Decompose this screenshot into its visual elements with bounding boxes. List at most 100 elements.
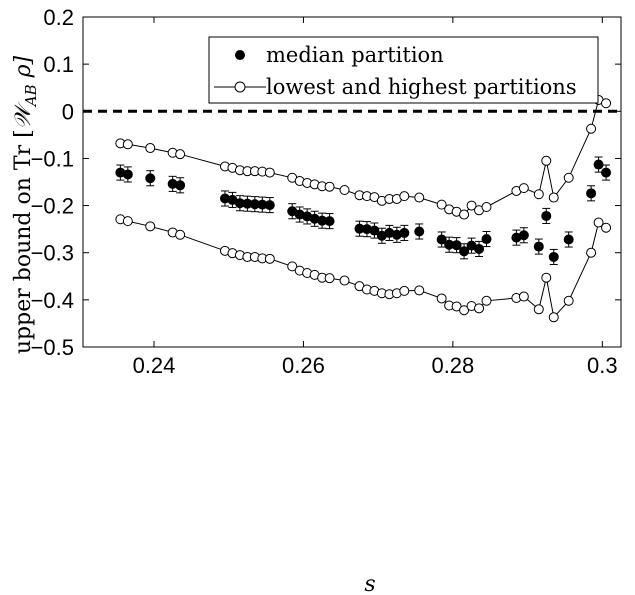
- median-point: [541, 210, 552, 221]
- highest-partition-point: [518, 183, 529, 194]
- lowest-partition-point: [175, 229, 186, 240]
- lowest-partition-point: [264, 253, 275, 264]
- legend-marker-extremes: [234, 81, 246, 93]
- marks-layer: [83, 94, 621, 323]
- median-point: [459, 246, 470, 257]
- axes-frame: [82, 16, 622, 348]
- median-point: [175, 180, 186, 191]
- highest-partition-point: [563, 172, 574, 183]
- lowest-partition-point: [339, 275, 350, 286]
- highest-partition-point: [541, 155, 552, 166]
- y-tick-label: 0.1: [43, 52, 74, 77]
- highest-partition-point: [466, 200, 477, 211]
- lowest-partition-point: [459, 305, 470, 316]
- x-axis-title: s: [364, 572, 375, 595]
- y-tick-label: −0.2: [31, 194, 74, 219]
- lowest-partition-point: [518, 291, 529, 302]
- y-tick-label: −0.3: [31, 241, 74, 266]
- axes-layer: 0.24 0.26 0.28 0.3 −0.5 −0.4 −0.3 −0.2 −0.1 0 0.1 0…: [31, 5, 622, 378]
- median-point: [414, 226, 425, 237]
- legend-box: [208, 36, 599, 104]
- median-point: [219, 193, 230, 204]
- lowest-partition-point: [593, 217, 604, 228]
- highest-partition-point: [436, 199, 447, 210]
- median-point: [593, 159, 604, 170]
- median-point: [264, 200, 275, 211]
- x-tick-label: 0.28: [431, 353, 474, 378]
- highest-partition-point: [399, 191, 410, 202]
- legend-label-extremes: lowest and highest partitions: [266, 75, 577, 99]
- highest-partition-point: [548, 192, 559, 203]
- median-point: [249, 199, 260, 210]
- median-point: [227, 194, 238, 205]
- median-point: [324, 216, 335, 227]
- median-point: [601, 167, 612, 178]
- median-point: [518, 230, 529, 241]
- median-point: [287, 206, 298, 217]
- y-axis-title-suffix: ρ]: [11, 55, 36, 84]
- median-point: [361, 224, 372, 235]
- highest-partition-point: [145, 143, 156, 154]
- median-point: [384, 227, 395, 238]
- lowest-partition-point: [122, 216, 133, 227]
- median-point: [533, 241, 544, 252]
- lowest-partition-point: [563, 295, 574, 306]
- highest-partition-point: [533, 189, 544, 200]
- y-tick-label: −0.5: [31, 335, 74, 360]
- median-point: [234, 198, 245, 209]
- lowest-partition-point: [481, 295, 492, 306]
- highest-partition-point: [122, 139, 133, 150]
- highest-partition-point: [264, 167, 275, 178]
- lowest-partition-point: [533, 304, 544, 315]
- median-point: [436, 234, 447, 245]
- lowest-partition-point: [145, 221, 156, 232]
- median-point: [444, 239, 455, 250]
- highest-partition-point: [481, 201, 492, 212]
- y-tick-label: 0: [62, 99, 74, 124]
- median-point: [474, 243, 485, 254]
- highest-partition-point: [601, 98, 612, 109]
- lowest-partition-point: [474, 303, 485, 314]
- median-point: [242, 198, 253, 209]
- y-tick-label: 0.2: [43, 5, 74, 30]
- median-point: [115, 167, 126, 178]
- median-point: [122, 169, 133, 180]
- median-point: [309, 213, 320, 224]
- median-point: [354, 223, 365, 234]
- highest-partition-point: [324, 181, 335, 192]
- median-point: [167, 178, 178, 189]
- median-point: [563, 234, 574, 245]
- lowest-partition-point: [541, 272, 552, 283]
- median-point: [257, 199, 268, 210]
- median-point: [294, 209, 305, 220]
- highest-partition-point: [586, 123, 597, 134]
- highest-partition-point: [459, 209, 470, 220]
- legend-label-median: median partition: [266, 43, 444, 67]
- median-point: [391, 229, 402, 240]
- highest-partition-point: [414, 192, 425, 203]
- y-tick-label: −0.4: [31, 288, 74, 313]
- x-tick-label: 0.24: [133, 353, 176, 378]
- median-point: [369, 225, 380, 236]
- median-point: [481, 234, 492, 245]
- lowest-partition-point: [548, 312, 559, 323]
- lowest-partition-point: [601, 222, 612, 233]
- lowest-partition-point: [287, 261, 298, 272]
- y-axis-title-subscript: AB: [22, 84, 40, 108]
- median-point: [145, 173, 156, 184]
- median-point: [548, 251, 559, 262]
- legend: median partition lowest and highest part…: [208, 36, 599, 104]
- y-axis-title-prefix: upper bound on Tr [: [11, 129, 36, 354]
- median-point: [399, 227, 410, 238]
- lowest-partition-point: [399, 285, 410, 296]
- median-point: [466, 240, 477, 251]
- lowest-partition-point: [436, 293, 447, 304]
- lowest-partition-point: [324, 273, 335, 284]
- y-tick-label: −0.1: [31, 146, 74, 171]
- highest-partition-point: [339, 185, 350, 196]
- x-tick-label: 0.26: [282, 353, 325, 378]
- median-point: [451, 240, 462, 251]
- lowest-partition-point: [586, 247, 597, 258]
- lowest-partition-point: [414, 285, 425, 296]
